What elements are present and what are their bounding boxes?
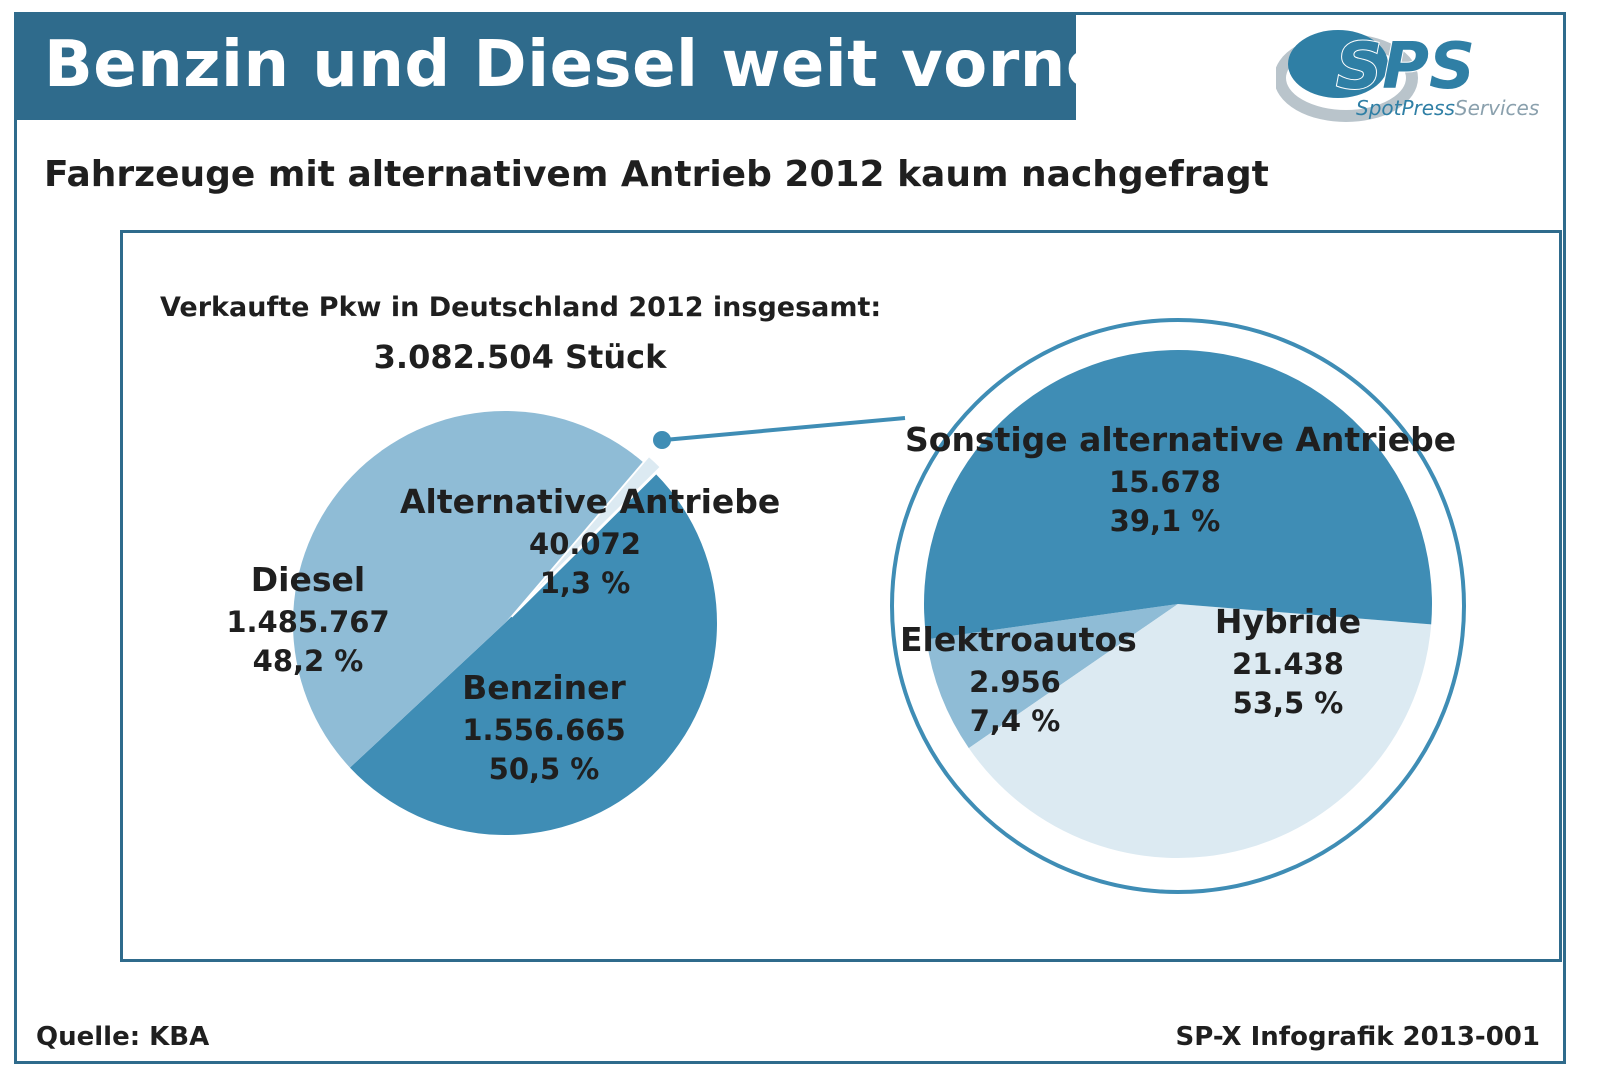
pie-slice-diesel <box>293 411 643 768</box>
slice-value: 2.956 <box>969 664 1061 699</box>
slice-value: 1.485.767 <box>226 604 390 639</box>
pie-chart-alternative <box>924 349 1432 858</box>
pie-slice-elektroautos <box>926 604 1178 749</box>
sps-logo: SPS <box>1276 29 1476 122</box>
slice-label-diesel: Diesel 1.485.767 48,2 % <box>218 558 398 681</box>
slice-label-benziner: Benziner 1.556.665 50,5 % <box>444 666 644 789</box>
logo-tagline-part1: SpotPress <box>1356 96 1455 120</box>
pie-slice-benziner <box>349 473 717 835</box>
source-note: Quelle: KBA <box>36 1022 210 1052</box>
slice-name: Alternative Antriebe <box>400 482 781 521</box>
total-sales-value: 3.082.504 Stück <box>373 338 667 376</box>
logo-globe <box>1288 30 1388 98</box>
logo-mark: SPS <box>1336 30 1475 104</box>
pie-slice-sonstige-alternative-antriebe <box>968 604 1432 858</box>
page-subtitle: Fahrzeuge mit alternativem Antrieb 2012 … <box>44 154 1269 195</box>
zoom-dot <box>653 431 671 449</box>
slice-percent: 39,1 % <box>1109 503 1221 538</box>
title-bar: Benzin und Diesel weit vorne <box>14 12 1109 120</box>
slice-percent: 1,3 % <box>539 565 631 600</box>
logo-tagline: SpotPressServices <box>1356 96 1539 120</box>
zoom-line <box>663 416 906 442</box>
slice-value: 21.438 <box>1232 646 1344 681</box>
slice-value: 1.556.665 <box>462 712 626 747</box>
page-title: Benzin und Diesel weit vorne <box>44 28 1110 102</box>
slice-name: Elektroautos <box>900 620 1137 659</box>
slice-percent: 53,5 % <box>1232 685 1344 720</box>
slice-percent: 7,4 % <box>969 703 1061 738</box>
slice-name: Hybride <box>1214 602 1362 641</box>
slice-name: Sonstige alternative Antriebe <box>905 420 1457 459</box>
pie-chart-total <box>293 411 717 835</box>
slice-value: 40.072 <box>529 526 641 561</box>
slice-label-elektroautos: Elektroautos 2.956 7,4 % <box>900 618 1137 741</box>
chart-panel <box>120 230 1562 962</box>
slice-label-sonstige: Sonstige alternative Antriebe 15.678 39,… <box>905 418 1457 541</box>
infographic-credit: SP-X Infografik 2013-001 <box>1175 1022 1540 1052</box>
zoom-connector <box>653 318 1466 894</box>
pie-slice-alternative-antriebe <box>509 453 664 618</box>
slice-percent: 48,2 % <box>252 643 364 678</box>
slice-label-alternative: Alternative Antriebe 40.072 1,3 % <box>400 480 781 603</box>
zoom-ring <box>890 318 1466 894</box>
total-sales-label: Verkaufte Pkw in Deutschland 2012 insges… <box>160 292 882 323</box>
pie-slice-hybride <box>924 349 1432 640</box>
slice-label-hybride: Hybride 21.438 53,5 % <box>1198 600 1378 723</box>
slice-name: Diesel <box>250 560 366 599</box>
slice-value: 15.678 <box>1109 464 1221 499</box>
logo-tagline-part2: Services <box>1454 96 1540 120</box>
slice-name: Benziner <box>462 668 626 707</box>
slice-percent: 50,5 % <box>488 751 600 786</box>
